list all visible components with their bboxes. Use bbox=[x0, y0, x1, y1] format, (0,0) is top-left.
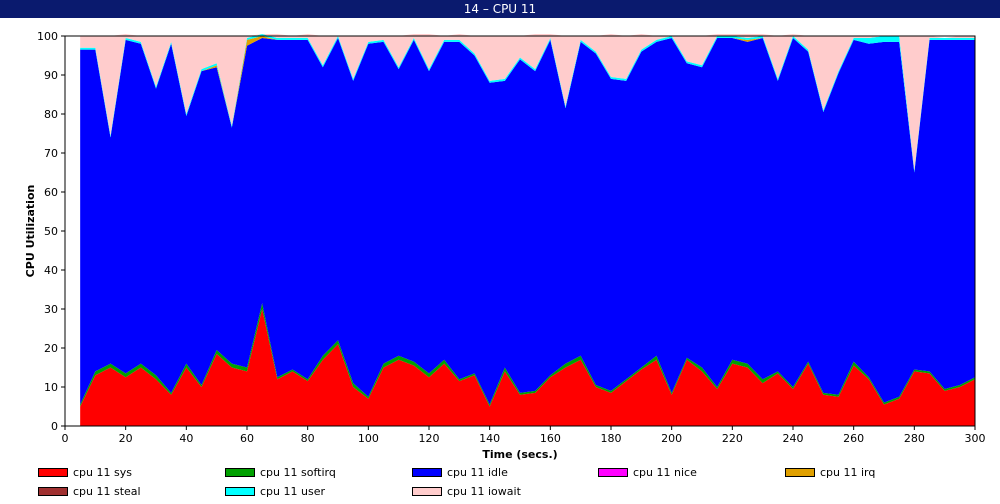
legend-item: cpu 11 nice bbox=[598, 465, 697, 479]
x-tick-label: 260 bbox=[843, 432, 864, 445]
x-tick-label: 200 bbox=[661, 432, 682, 445]
series-area-0 bbox=[80, 309, 976, 426]
y-tick-label: 100 bbox=[37, 30, 58, 43]
x-tick-label: 100 bbox=[358, 432, 379, 445]
legend: cpu 11 sys cpu 11 softirq cpu 11 idle cpu 1… bbox=[0, 462, 1000, 502]
y-tick-label: 90 bbox=[44, 69, 58, 82]
legend-swatch bbox=[598, 467, 628, 477]
legend-label: cpu 11 nice bbox=[633, 465, 697, 479]
y-tick-label: 70 bbox=[44, 147, 58, 160]
window-title: 14 – CPU 11 bbox=[0, 0, 1000, 18]
y-tick-label: 0 bbox=[51, 420, 58, 433]
legend-label: cpu 11 softirq bbox=[260, 465, 336, 479]
x-tick-label: 40 bbox=[179, 432, 193, 445]
x-tick-label: 80 bbox=[301, 432, 315, 445]
y-tick-label: 50 bbox=[44, 225, 58, 238]
legend-swatch bbox=[38, 467, 68, 477]
legend-swatch bbox=[412, 467, 442, 477]
x-tick-label: 300 bbox=[965, 432, 986, 445]
legend-label: cpu 11 idle bbox=[447, 465, 508, 479]
y-tick-label: 80 bbox=[44, 108, 58, 121]
legend-item: cpu 11 iowait bbox=[412, 484, 521, 498]
legend-label: cpu 11 irq bbox=[820, 465, 876, 479]
legend-swatch bbox=[785, 467, 815, 477]
x-tick-label: 0 bbox=[62, 432, 69, 445]
legend-label: cpu 11 steal bbox=[73, 484, 141, 498]
y-tick-label: 20 bbox=[44, 342, 58, 355]
x-tick-label: 280 bbox=[904, 432, 925, 445]
legend-item: cpu 11 irq bbox=[785, 465, 875, 479]
cpu-utilization-chart: 0 20 40 60 80 100 120 140 160 180 200 220 240 260 280 3… bbox=[24, 30, 986, 461]
legend-swatch bbox=[412, 486, 442, 496]
x-tick-label: 240 bbox=[783, 432, 804, 445]
legend-item: cpu 11 user bbox=[225, 484, 325, 498]
x-tick-label: 160 bbox=[540, 432, 561, 445]
series-area-2 bbox=[80, 37, 976, 405]
y-axis-label: CPU Utilization bbox=[24, 185, 37, 278]
x-tick-label: 120 bbox=[419, 432, 440, 445]
series-area-7 bbox=[80, 34, 976, 171]
y-axis: 0 10 20 30 40 50 60 70 80 90 100 bbox=[37, 30, 65, 433]
x-axis: 0 20 40 60 80 100 120 140 160 180 200 220 240 260 280 3… bbox=[62, 426, 986, 445]
legend-item: cpu 11 steal bbox=[38, 484, 141, 498]
legend-swatch bbox=[225, 486, 255, 496]
x-tick-label: 180 bbox=[601, 432, 622, 445]
legend-swatch bbox=[225, 467, 255, 477]
area-layers bbox=[80, 34, 976, 426]
series-area-6 bbox=[80, 34, 976, 173]
legend-label: cpu 11 user bbox=[260, 484, 325, 498]
y-tick-label: 10 bbox=[44, 381, 58, 394]
legend-item: cpu 11 sys bbox=[38, 465, 132, 479]
x-tick-label: 220 bbox=[722, 432, 743, 445]
legend-item: cpu 11 idle bbox=[412, 465, 508, 479]
legend-swatch bbox=[38, 486, 68, 496]
legend-item: cpu 11 softirq bbox=[225, 465, 336, 479]
legend-label: cpu 11 iowait bbox=[447, 484, 521, 498]
legend-label: cpu 11 sys bbox=[73, 465, 132, 479]
x-tick-label: 140 bbox=[479, 432, 500, 445]
y-tick-label: 30 bbox=[44, 303, 58, 316]
x-axis-label: Time (secs.) bbox=[482, 448, 557, 461]
y-tick-label: 60 bbox=[44, 186, 58, 199]
x-tick-label: 20 bbox=[119, 432, 133, 445]
y-tick-label: 40 bbox=[44, 264, 58, 277]
x-tick-label: 60 bbox=[240, 432, 254, 445]
